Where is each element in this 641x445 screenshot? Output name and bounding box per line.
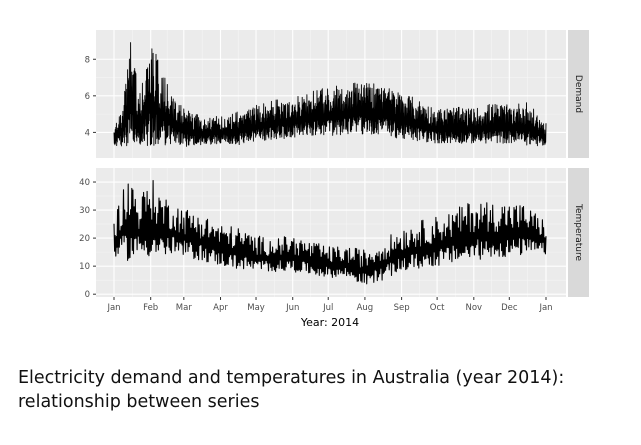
faceted-time-series-chart: 4 6 8 Demand 0 10 20 30 40 Temperature Jan Feb Mar A… <box>79 30 589 329</box>
x-tick-label: May <box>247 303 265 313</box>
y-tick-label: 30 <box>79 206 90 216</box>
caption-line-2: relationship between series <box>18 392 260 412</box>
x-tick-label: Feb <box>143 303 158 313</box>
y-tick-label: 20 <box>79 234 90 244</box>
panel-temperature: 0 10 20 30 40 Temperature <box>79 168 589 300</box>
y-tick-label: 40 <box>79 178 90 188</box>
x-tick-label: Nov <box>466 303 483 313</box>
caption-line-1: Electricity demand and temperatures in A… <box>18 368 565 388</box>
x-tick-label: Sep <box>394 303 410 313</box>
facet-strip <box>568 30 589 158</box>
x-axis-title: Year: 2014 <box>300 316 359 329</box>
y-tick-label: 8 <box>85 55 90 65</box>
x-tick-label: Oct <box>430 303 445 313</box>
facet-strip-label: Temperature <box>573 203 583 261</box>
chart-panels: 4 6 8 Demand 0 10 20 30 40 Temperature <box>79 30 589 300</box>
y-tick-label: 4 <box>85 128 90 138</box>
x-axis: Jan Feb Mar Apr May Jun Jul Aug Sep Oct Nov Dec Jan <box>106 297 553 313</box>
x-tick-label: Jul <box>322 303 333 313</box>
y-tick-label: 6 <box>85 92 90 102</box>
x-tick-label: Jun <box>285 303 299 313</box>
x-tick-label: Aug <box>357 303 374 313</box>
x-tick-label: Dec <box>501 303 518 313</box>
y-tick-label: 0 <box>85 290 90 300</box>
x-tick-label: Apr <box>213 303 228 313</box>
y-tick-label: 10 <box>79 262 90 272</box>
series-line-demand <box>113 42 547 147</box>
facet-strip <box>568 168 589 297</box>
figure-caption: Electricity demand and temperatures in A… <box>18 366 628 414</box>
panel-demand: 4 6 8 Demand <box>85 30 589 158</box>
x-tick-label: Mar <box>176 303 193 313</box>
panel-background <box>96 30 566 158</box>
x-tick-label: Jan <box>106 303 120 313</box>
x-tick-label: Jan <box>538 303 552 313</box>
series-line-temperature <box>113 180 547 285</box>
facet-strip-label: Demand <box>573 75 583 113</box>
